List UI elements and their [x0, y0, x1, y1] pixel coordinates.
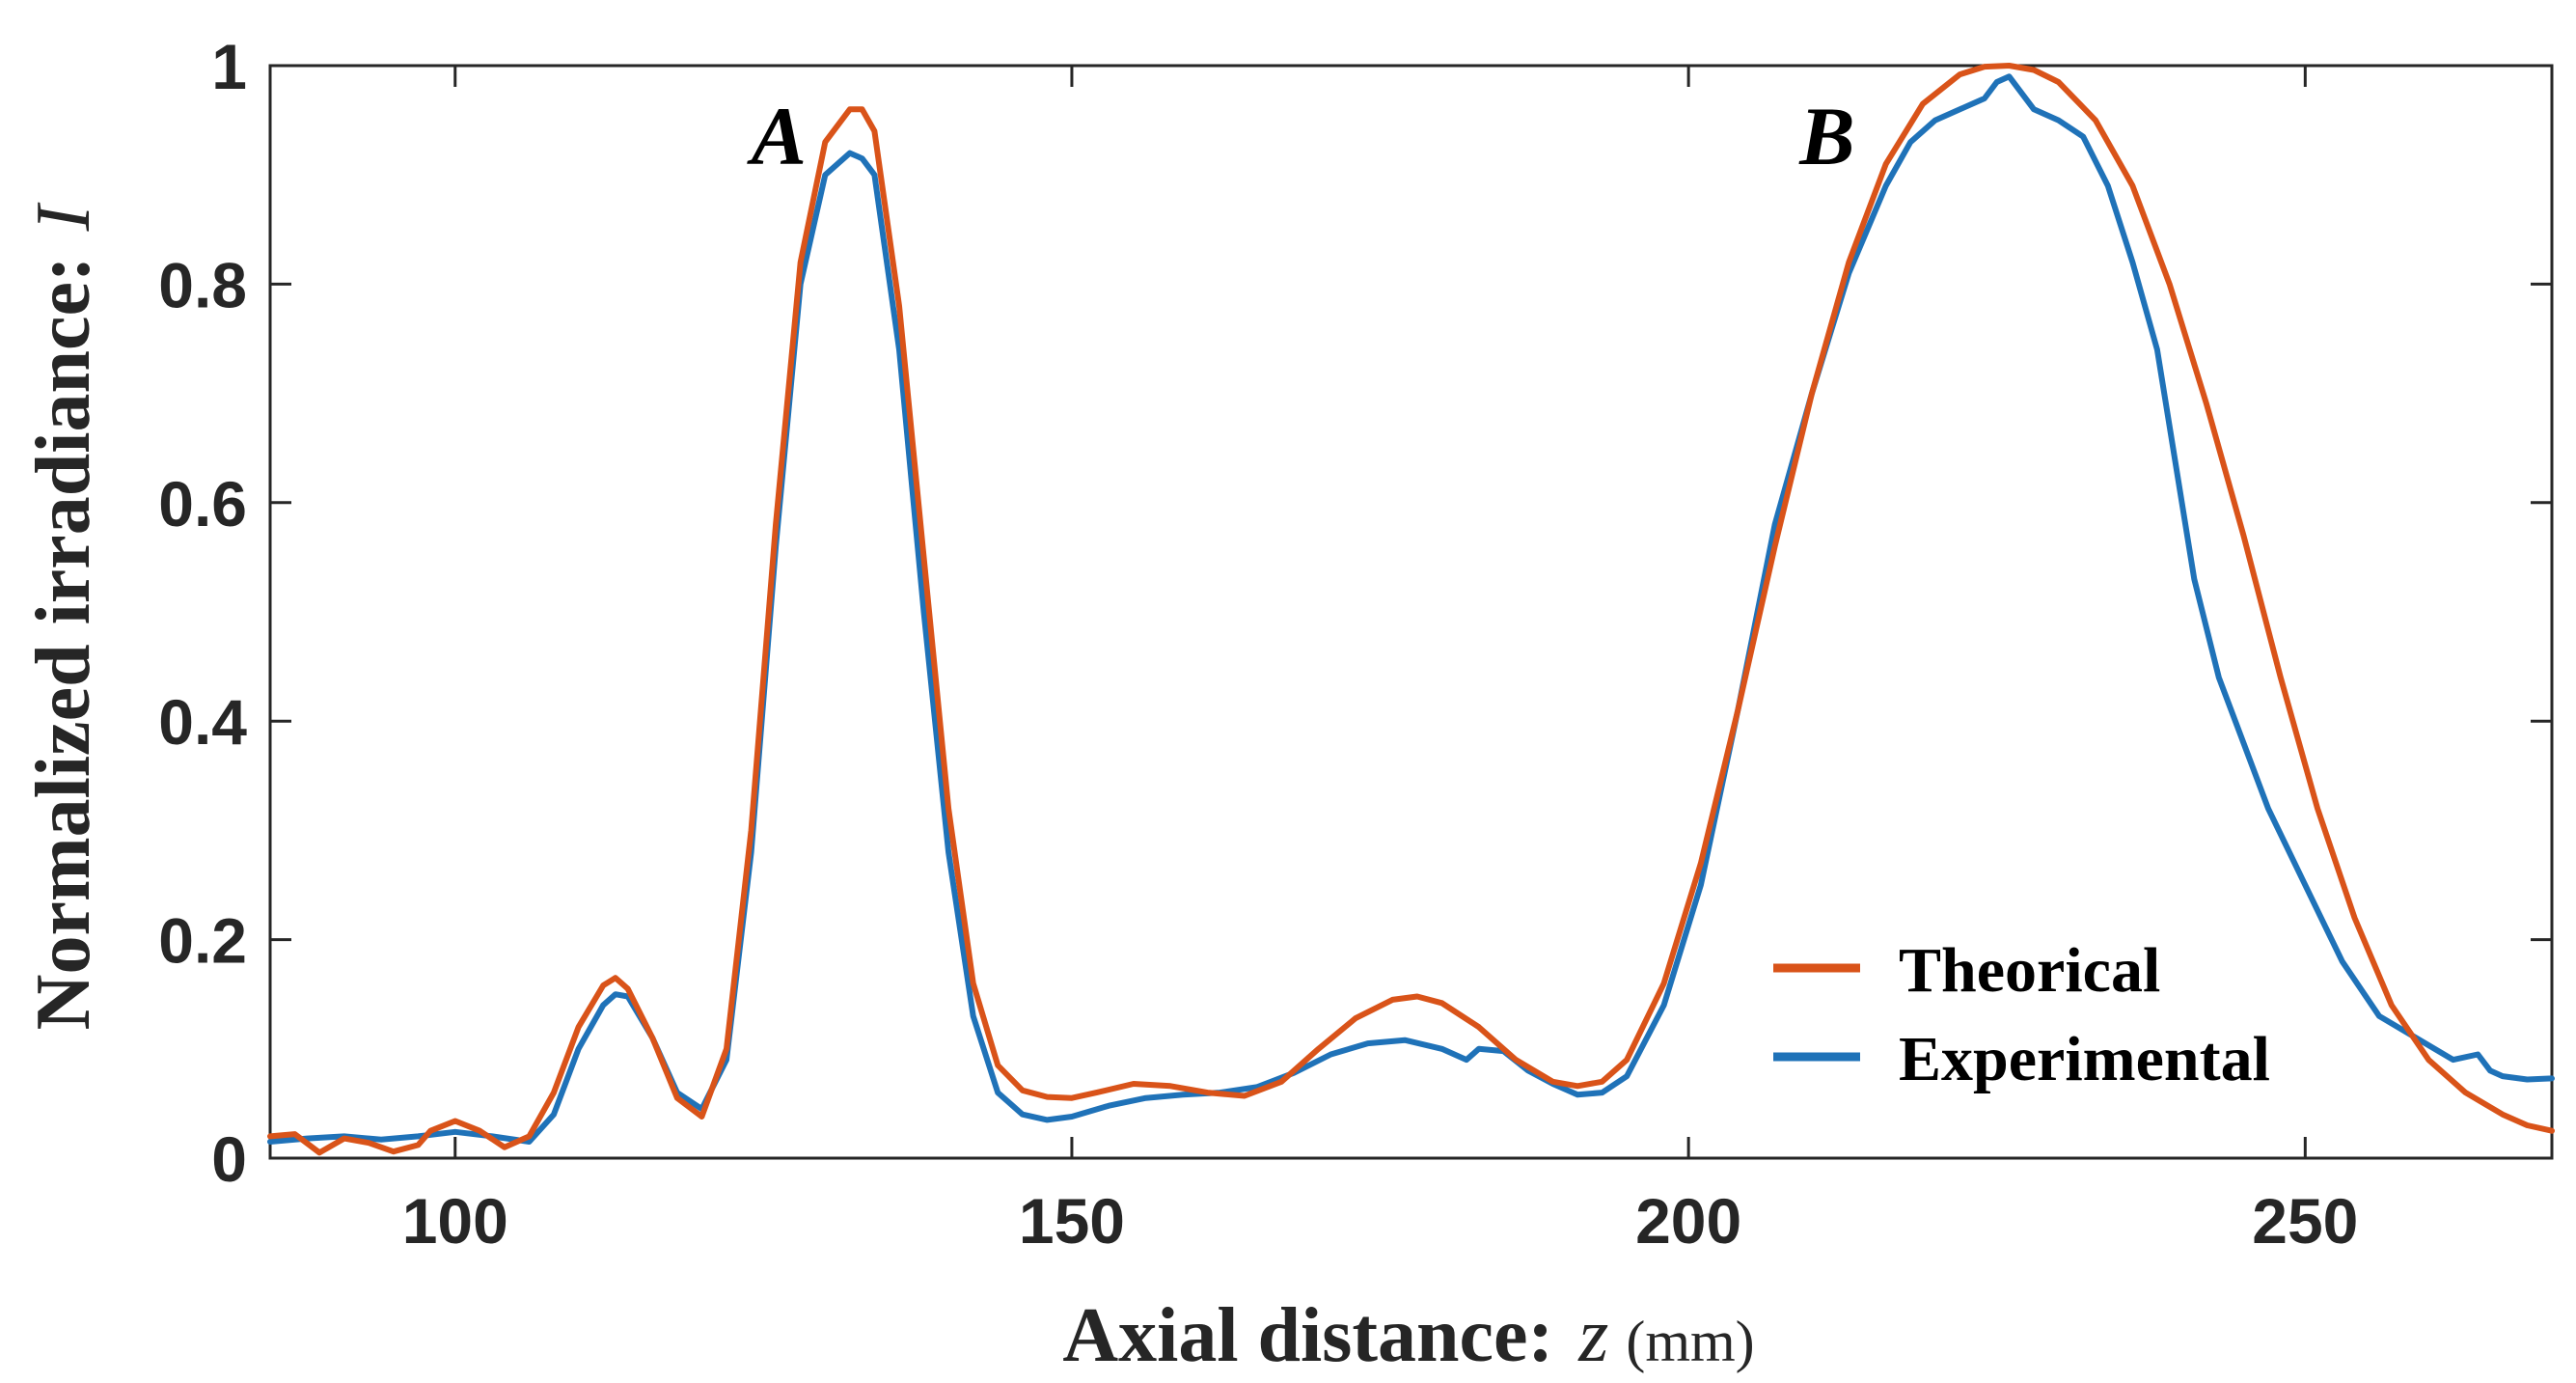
series-lines	[267, 63, 2555, 1156]
series-line-theorical	[267, 63, 2555, 1156]
peak-label-a: A	[747, 90, 807, 182]
x-axis-title: Axial distance: z (mm)	[1062, 1293, 1754, 1378]
legend: Theorical Experimental	[1773, 935, 2270, 1094]
y-tick-label: 0.6	[158, 468, 247, 539]
x-tick-label: 200	[1635, 1185, 1741, 1257]
y-axis-title: Normalized irradiance: I	[21, 202, 106, 1030]
y-tick-label: 1	[211, 31, 247, 102]
y-tick-label: 0.4	[158, 686, 247, 758]
y-tick-label: 0.2	[158, 905, 247, 977]
peak-label-b: B	[1798, 90, 1854, 182]
x-tick-label: 150	[1019, 1185, 1125, 1257]
x-tick-label: 250	[2252, 1185, 2358, 1257]
series-line-experimental	[267, 73, 2555, 1145]
legend-label-experimental: Experimental	[1899, 1024, 2270, 1094]
plot-area-frame	[268, 64, 2554, 1160]
y-tick-label: 0	[211, 1123, 247, 1195]
x-tick-label: 100	[402, 1185, 508, 1257]
legend-label-theorical: Theorical	[1899, 935, 2160, 1006]
y-axis-ticks: 0 0.2 0.4 0.6 0.8 1	[158, 31, 2552, 1195]
x-axis-ticks: 100 150 200 250	[402, 66, 2358, 1257]
y-tick-label: 0.8	[158, 249, 247, 320]
